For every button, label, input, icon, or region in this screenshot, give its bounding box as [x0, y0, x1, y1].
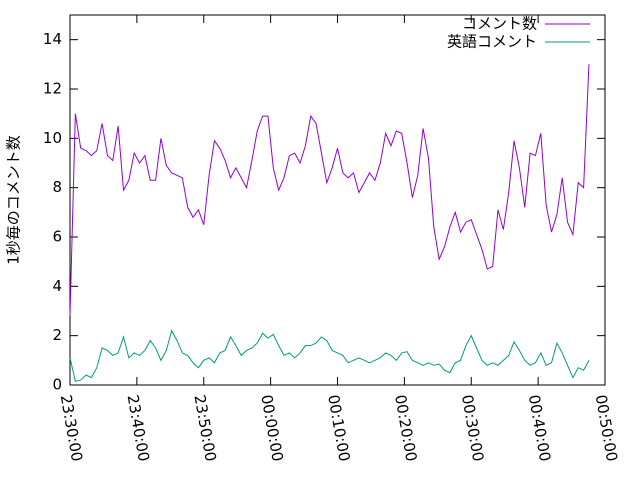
x-tick-label: 00:10:00 — [324, 393, 353, 462]
x-tick-label: 00:00:00 — [257, 393, 286, 462]
series-line — [69, 64, 590, 316]
legend-label: コメント数 — [462, 15, 537, 33]
y-tick-label: 4 — [52, 277, 62, 295]
y-tick-label: 2 — [52, 326, 62, 344]
y-tick-label: 14 — [43, 30, 62, 48]
plot-frame — [69, 14, 606, 386]
x-tick-label: 00:50:00 — [592, 393, 621, 462]
x-tick-label: 00:30:00 — [458, 393, 487, 462]
x-tick-label: 23:50:00 — [190, 393, 219, 462]
y-tick-label: 12 — [43, 80, 62, 98]
y-tick-label: 10 — [43, 129, 62, 147]
legend-label: 英語コメント — [447, 33, 537, 51]
x-tick-label: 00:20:00 — [391, 393, 420, 462]
y-tick-label: 8 — [52, 178, 62, 196]
y-axis-label: 1秒毎のコメント数 — [5, 135, 23, 265]
y-tick-label: 0 — [52, 376, 62, 394]
series-line — [69, 329, 590, 382]
x-tick-label: 23:40:00 — [124, 393, 153, 462]
x-tick-label: 00:40:00 — [525, 393, 554, 462]
x-tick-label: 23:30:00 — [57, 393, 86, 462]
y-tick-label: 6 — [52, 228, 62, 246]
